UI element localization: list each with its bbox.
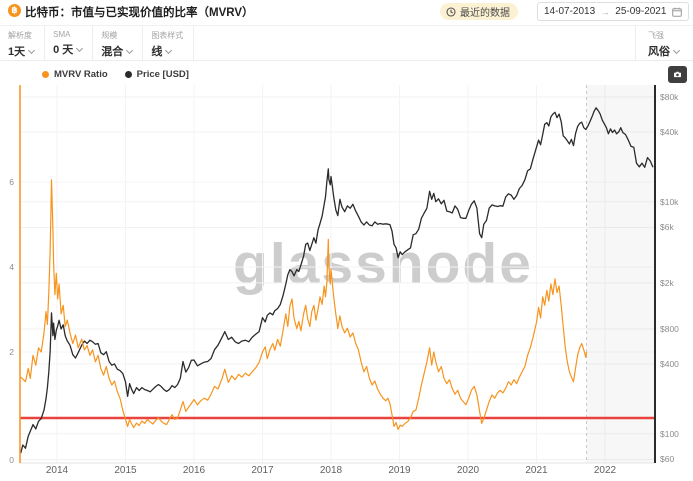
right-axis-tick-label: $800: [660, 323, 679, 334]
out-of-range-region: [587, 85, 655, 463]
x-axis-year-label: 2022: [593, 465, 617, 476]
chevron-down-icon: [165, 46, 173, 55]
date-start[interactable]: 14-07-2013: [544, 6, 596, 17]
chevron-down-icon: [672, 46, 681, 55]
chart-style-label: 图表样式: [151, 31, 184, 40]
chart-legend: MVRV Ratio Price [USD]: [42, 69, 189, 80]
camera-icon: [674, 71, 681, 78]
right-toolbar-dropdown[interactable]: 飞强 风俗: [635, 26, 693, 60]
x-axis-year-label: 2014: [45, 465, 69, 476]
mvrv-line: [20, 179, 588, 430]
chart-toolbar: 解析度 1天 SMA 0 天 规模 混合 图表样式 线 飞强 风俗: [0, 25, 693, 61]
legend-label-price: Price [USD]: [136, 69, 189, 80]
resolution-dropdown[interactable]: 解析度 1天: [0, 26, 46, 60]
right-axis-tick-label: $2k: [660, 277, 674, 288]
legend-label-mvrv: MVRV Ratio: [54, 69, 108, 80]
sma-label: SMA: [53, 30, 71, 39]
right-axis-tick-label: $6k: [660, 222, 674, 233]
price-series-dot: [124, 71, 132, 78]
right-axis-tick-label: $80k: [660, 91, 679, 102]
chevron-down-icon: [126, 46, 134, 55]
chart-style-dropdown[interactable]: 图表样式 线: [143, 26, 195, 60]
left-axis-tick-label: 2: [9, 347, 14, 357]
date-end[interactable]: 25-09-2021: [615, 6, 667, 17]
page-title: 比特币：市值与已实现价值的比率（MVRV）: [25, 7, 254, 19]
mvrv-series-dot: [42, 71, 49, 78]
x-axis-year-label: 2020: [456, 465, 480, 476]
legend-item-price[interactable]: Price [USD]: [124, 69, 189, 80]
right-toolbar-value[interactable]: 风俗: [648, 46, 670, 58]
price-line: [20, 107, 654, 454]
header-bar: ฿ 比特币：市值与已实现价值的比率（MVRV） 最近的数据 14-07-2013…: [0, 0, 693, 25]
x-axis-year-label: 2015: [114, 465, 137, 476]
x-axis-year-label: 2017: [251, 465, 274, 476]
left-axis-tick-label: 4: [9, 262, 14, 272]
chevron-down-icon: [76, 44, 84, 53]
latest-data-badge[interactable]: 最近的数据: [440, 3, 518, 20]
right-axis-tick-label: $60: [660, 454, 675, 465]
legend-item-mvrv[interactable]: MVRV Ratio: [42, 69, 108, 80]
scale-value[interactable]: 混合: [101, 46, 124, 58]
sma-value[interactable]: 0 天: [53, 44, 74, 56]
clock-icon: [446, 6, 456, 17]
x-axis-year-label: 2016: [182, 465, 206, 476]
right-axis-tick-label: $40k: [660, 126, 679, 137]
date-range-arrow: →: [600, 6, 610, 17]
right-toolbar-label: 飞强: [648, 31, 664, 40]
bitcoin-icon: ฿: [8, 4, 21, 17]
sma-dropdown[interactable]: SMA 0 天: [45, 26, 94, 60]
x-axis-year-label: 2021: [525, 465, 548, 476]
left-axis-tick-label: 0: [9, 455, 14, 465]
x-axis-year-label: 2018: [319, 465, 343, 476]
scale-dropdown[interactable]: 规模 混合: [93, 26, 144, 60]
chevron-down-icon: [28, 46, 36, 55]
right-axis-tick-label: $10k: [660, 196, 679, 207]
left-axis-tick-label: 6: [9, 177, 14, 187]
right-axis-tick-label: $100: [660, 428, 679, 439]
resolution-value[interactable]: 1天: [8, 46, 26, 58]
resolution-label: 解析度: [8, 31, 32, 40]
right-axis-tick-label: $400: [660, 358, 679, 369]
x-axis-year-label: 2019: [388, 465, 411, 476]
screenshot-camera-button[interactable]: [668, 66, 687, 83]
scale-label: 规模: [101, 31, 118, 40]
calendar-icon[interactable]: [672, 7, 682, 17]
chart-style-value[interactable]: 线: [151, 46, 163, 58]
date-range-picker[interactable]: 14-07-2013 → 25-09-2021: [537, 2, 689, 21]
latest-data-badge-label: 最近的数据: [460, 8, 510, 19]
